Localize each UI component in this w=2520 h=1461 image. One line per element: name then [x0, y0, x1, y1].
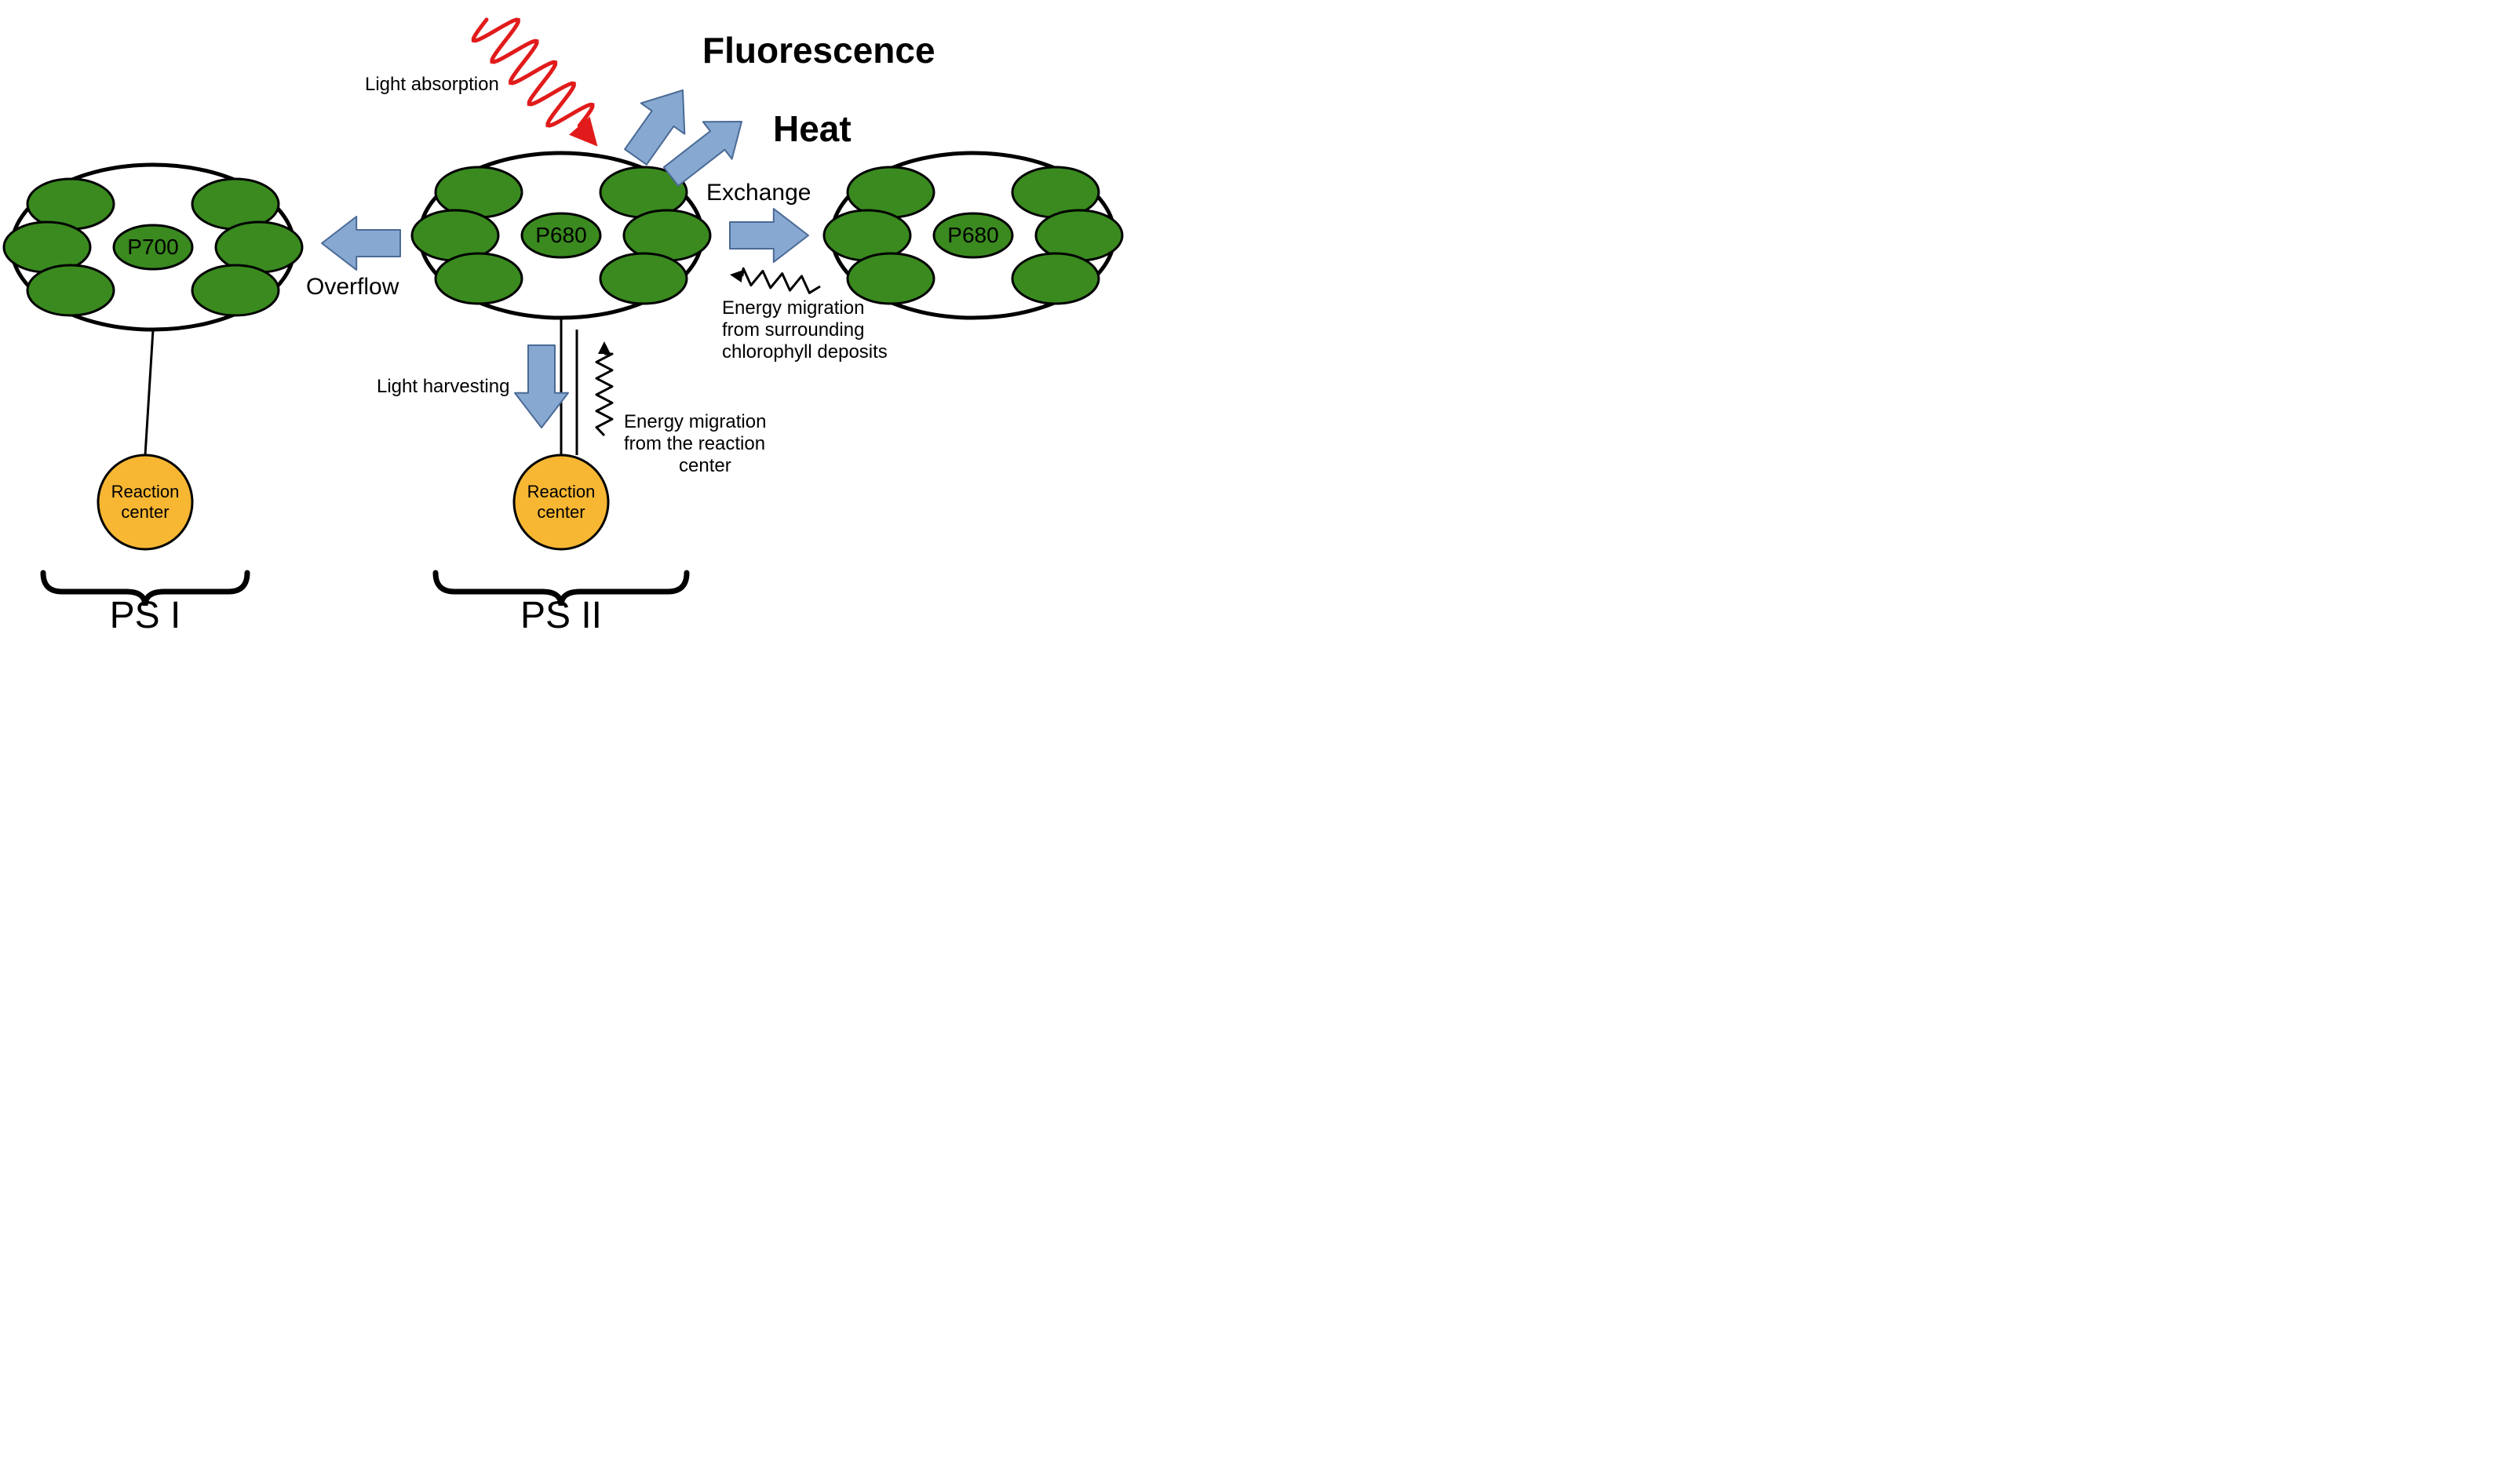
svg-text:center: center — [121, 502, 169, 522]
connector-rc1 — [145, 330, 153, 455]
pigment — [27, 265, 114, 315]
label-light_harvest: Light harvesting — [377, 376, 509, 397]
brace-brace2-label: PS II — [520, 595, 602, 636]
exchange_arrow — [730, 209, 808, 262]
label-fluorescence: Fluorescence — [702, 30, 935, 71]
pigment — [600, 253, 687, 304]
label-overflow: Overflow — [306, 274, 399, 300]
cluster-ps2_c: P680 — [412, 153, 710, 318]
pigment — [848, 253, 934, 304]
reaction-center-rc1: Reactioncenter — [98, 455, 192, 549]
svg-text:Reaction: Reaction — [527, 482, 596, 501]
sq_dep — [729, 267, 822, 294]
cluster-ps1-label: P700 — [127, 235, 178, 259]
pigment — [192, 265, 279, 315]
svg-text:Reaction: Reaction — [111, 482, 180, 501]
label-energy_deposits-line2: chlorophyll deposits — [722, 341, 888, 363]
label-energy_deposits-line0: Energy migration — [722, 297, 864, 319]
cluster-ps1: P700 — [4, 165, 302, 330]
cluster-ps2_r: P680 — [824, 153, 1122, 318]
overflow_arrow — [322, 217, 400, 270]
cluster-ps2_r-label: P680 — [947, 223, 998, 247]
cluster-ps2_c-label: P680 — [535, 223, 586, 247]
svg-text:center: center — [537, 502, 585, 522]
sq_rc — [596, 341, 612, 435]
brace-brace1-label: PS I — [110, 595, 181, 636]
label-light_absorb: Light absorption — [365, 74, 499, 95]
label-exchange: Exchange — [706, 180, 811, 206]
label-energy_rc-line2: center — [679, 455, 731, 476]
pigment — [436, 253, 522, 304]
label-energy_deposits-line1: from surrounding — [722, 319, 864, 341]
label-energy_rc-line0: Energy migration — [624, 411, 766, 432]
pigment — [1012, 253, 1099, 304]
label-heat: Heat — [773, 108, 852, 149]
reaction-center-rc2: Reactioncenter — [514, 455, 608, 549]
label-energy_rc-line1: from the reaction — [624, 433, 765, 454]
